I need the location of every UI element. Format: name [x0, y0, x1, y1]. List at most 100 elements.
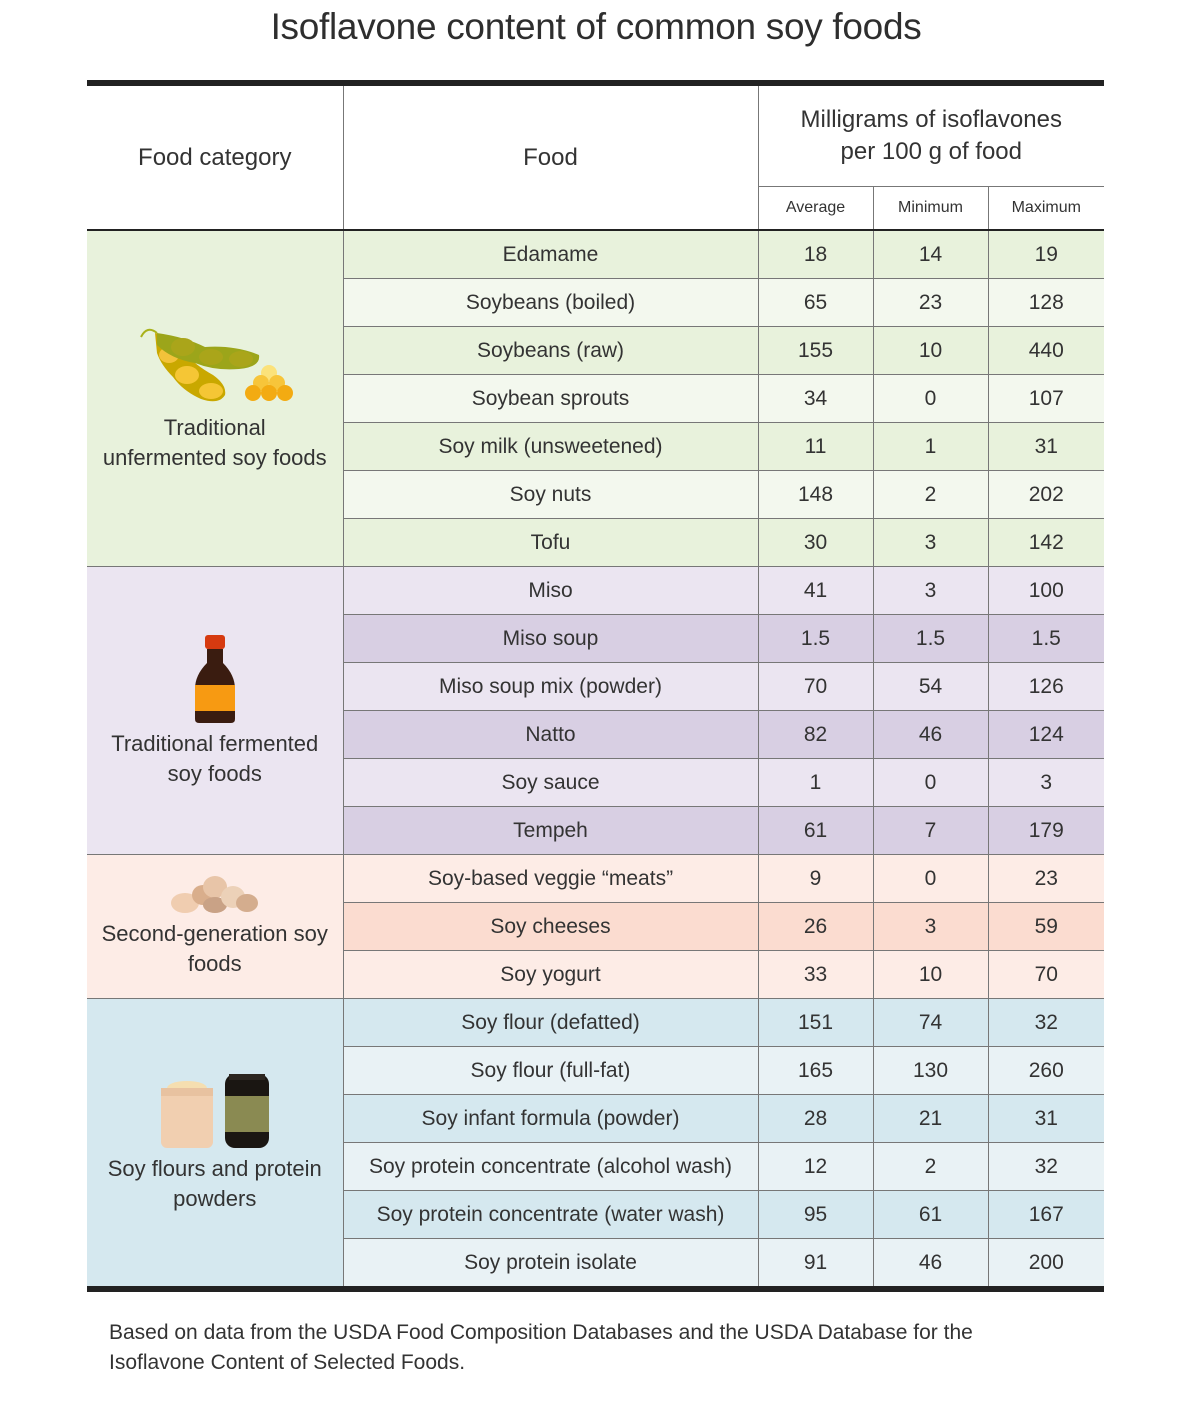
average-cell: 28 [757, 1094, 874, 1143]
maximum-cell: 23 [987, 854, 1105, 903]
table-row: Traditional fermented soy foods Miso 41 3 10… [87, 566, 1105, 855]
category-cell: Soy flours and protein powders [87, 998, 344, 1290]
maximum-cell: 440 [987, 326, 1105, 375]
maximum-cell: 31 [987, 422, 1105, 471]
header-average: Average [758, 186, 874, 231]
average-cell: 33 [757, 950, 874, 999]
maximum-cell: 1.5 [987, 614, 1105, 663]
category-cell: Traditional unfermented soy foods [87, 229, 344, 567]
maximum-cell: 124 [987, 710, 1105, 759]
table-row: Traditional unfermented soy foods Edamame… [87, 229, 1105, 567]
flour-sack-and-protein-jar-icon [87, 1072, 343, 1150]
minimum-cell: 130 [872, 1046, 989, 1095]
maximum-cell: 142 [987, 518, 1105, 567]
minimum-cell: 46 [872, 710, 989, 759]
minimum-cell: 0 [872, 854, 989, 903]
minimum-cell: 54 [872, 662, 989, 711]
isoflavone-table: Food category Food Milligrams of isoflav… [87, 80, 1105, 1292]
minimum-cell: 61 [872, 1190, 989, 1239]
minimum-cell: 3 [872, 566, 989, 615]
minimum-cell: 7 [872, 806, 989, 855]
average-cell: 9 [757, 854, 874, 903]
header-milligrams: Milligrams of isoflavones per 100 g of f… [757, 82, 1105, 187]
food-cell: Soy cheeses [343, 902, 759, 951]
maximum-cell: 179 [987, 806, 1105, 855]
header-maximum: Maximum [987, 186, 1105, 231]
header-minimum: Minimum [872, 186, 989, 231]
average-cell: 1 [757, 758, 874, 807]
food-cell: Soy flour (full-fat) [343, 1046, 759, 1095]
average-cell: 12 [757, 1142, 874, 1191]
average-cell: 26 [757, 902, 874, 951]
category-label: Traditional unfermented soy foods [102, 414, 327, 470]
minimum-cell: 74 [872, 998, 989, 1047]
minimum-cell: 10 [872, 950, 989, 999]
header-food-category: Food category [87, 82, 344, 231]
minimum-cell: 1 [872, 422, 989, 471]
average-cell: 155 [757, 326, 874, 375]
maximum-cell: 260 [987, 1046, 1105, 1095]
average-cell: 91 [757, 1238, 874, 1290]
maximum-cell: 100 [987, 566, 1105, 615]
food-cell: Tofu [343, 518, 759, 567]
average-cell: 18 [757, 229, 874, 279]
average-cell: 41 [757, 566, 874, 615]
average-cell: 30 [757, 518, 874, 567]
minimum-cell: 46 [872, 1238, 989, 1290]
food-cell: Soy sauce [343, 758, 759, 807]
maximum-cell: 32 [987, 1142, 1105, 1191]
maximum-cell: 202 [987, 470, 1105, 519]
food-cell: Tempeh [343, 806, 759, 855]
food-cell: Soy protein concentrate (water wash) [343, 1190, 759, 1239]
food-cell: Natto [343, 710, 759, 759]
average-cell: 95 [757, 1190, 874, 1239]
footnote: Based on data from the USDA Food Composi… [109, 1321, 973, 1374]
food-cell: Soy flour (defatted) [342, 998, 759, 1047]
average-cell: 61 [757, 806, 874, 855]
maximum-cell: 128 [987, 278, 1105, 327]
maximum-cell: 70 [987, 950, 1105, 999]
average-cell: 34 [757, 374, 874, 423]
maximum-cell: 59 [987, 902, 1105, 951]
food-cell: Soybeans (raw) [343, 326, 759, 375]
average-cell: 70 [757, 662, 874, 711]
minimum-cell: 3 [872, 902, 989, 951]
minimum-cell: 1.5 [872, 614, 989, 663]
category-label: Traditional fermented soy foods [111, 730, 319, 786]
soy-meat-chunks-icon [87, 875, 343, 915]
average-cell: 1.5 [757, 614, 874, 663]
category-label: Second-generation soy foods [101, 920, 328, 976]
soybean-pod-icon [87, 325, 343, 409]
maximum-cell: 3 [987, 758, 1105, 807]
table-row: Soybeans (boiled) 65 23 128 [87, 278, 1105, 327]
food-cell: Miso [342, 566, 759, 615]
minimum-cell: 2 [872, 470, 989, 519]
food-cell: Soy protein isolate [343, 1238, 759, 1290]
average-cell: 148 [757, 470, 874, 519]
food-cell: Soy yogurt [343, 950, 759, 999]
maximum-cell: 200 [987, 1238, 1105, 1290]
minimum-cell: 0 [872, 374, 989, 423]
food-cell: Soy milk (unsweetened) [343, 422, 759, 471]
table-row: Second-generation soy foods Soy-based veg… [87, 854, 1105, 999]
minimum-cell: 14 [872, 229, 989, 279]
food-cell: Edamame [342, 229, 759, 279]
food-cell: Soybeans (boiled) [343, 278, 759, 327]
header-food: Food [342, 82, 759, 231]
average-cell: 11 [757, 422, 874, 471]
minimum-cell: 23 [872, 278, 989, 327]
food-cell: Miso soup [343, 614, 759, 663]
average-cell: 165 [757, 1046, 874, 1095]
minimum-cell: 10 [872, 326, 989, 375]
food-cell: Soy-based veggie “meats” [342, 854, 759, 903]
minimum-cell: 3 [872, 518, 989, 567]
food-cell: Miso soup mix (powder) [343, 662, 759, 711]
maximum-cell: 31 [987, 1094, 1105, 1143]
food-cell: Soy infant formula (powder) [343, 1094, 759, 1143]
table-row: Soy flours and protein powders Soy flour … [87, 998, 1105, 1290]
maximum-cell: 32 [987, 998, 1105, 1047]
food-cell: Soy nuts [343, 470, 759, 519]
average-cell: 82 [757, 710, 874, 759]
minimum-cell: 21 [872, 1094, 989, 1143]
minimum-cell: 0 [872, 758, 989, 807]
